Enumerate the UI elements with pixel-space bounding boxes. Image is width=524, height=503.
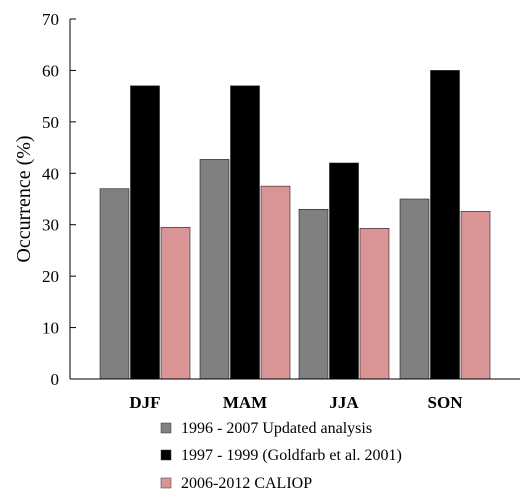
legend-label-series-3: 2006-2012 CALIOP <box>181 475 312 492</box>
bar-son-series-1 <box>399 198 430 380</box>
legend-label-series-2: 1997 - 1999 (Goldfarb et al. 2001) <box>181 447 402 464</box>
bar-jja-series-2 <box>329 162 359 380</box>
bar-djf-series-2 <box>130 85 160 380</box>
legend: 1996 - 2007 Updated analysis 1997 - 1999 … <box>160 420 402 492</box>
x-tick-label-jja: JJA <box>329 393 359 412</box>
bar-mam-series-1 <box>199 159 230 380</box>
bar-djf-series-3 <box>160 226 191 380</box>
bar-jja-series-1 <box>298 208 329 380</box>
legend-swatch-series-3 <box>160 477 172 489</box>
y-axis-title: Occurrence (%) <box>13 135 35 262</box>
y-tick-label-30: 30 <box>42 216 59 235</box>
legend-swatch-series-1 <box>160 422 172 434</box>
x-tick-label-mam: MAM <box>223 393 267 412</box>
y-tick-label-60: 60 <box>42 61 59 80</box>
y-tick-label-0: 0 <box>51 370 60 389</box>
y-tick-label-20: 20 <box>42 267 59 286</box>
y-tick-label-10: 10 <box>42 319 59 338</box>
bar-son-series-2 <box>430 70 460 380</box>
bar-mam-series-2 <box>230 85 260 380</box>
axes-group: 0 10 20 30 40 50 60 70 DJF MAM JJA SON Occurrence (%… <box>13 10 520 412</box>
bar-mam-series-3 <box>260 185 291 380</box>
y-tick-label-70: 70 <box>42 10 59 29</box>
legend-swatch-series-2 <box>160 449 172 461</box>
y-tick-label-40: 40 <box>42 164 59 183</box>
bar-djf-series-1 <box>99 188 130 380</box>
y-tick-label-50: 50 <box>42 113 59 132</box>
bar-jja-series-3 <box>359 228 390 380</box>
x-tick-label-son: SON <box>428 393 464 412</box>
x-tick-label-djf: DJF <box>129 393 160 412</box>
legend-label-series-1: 1996 - 2007 Updated analysis <box>181 420 372 437</box>
bar-son-series-3 <box>460 211 491 380</box>
bars-group <box>99 70 491 380</box>
